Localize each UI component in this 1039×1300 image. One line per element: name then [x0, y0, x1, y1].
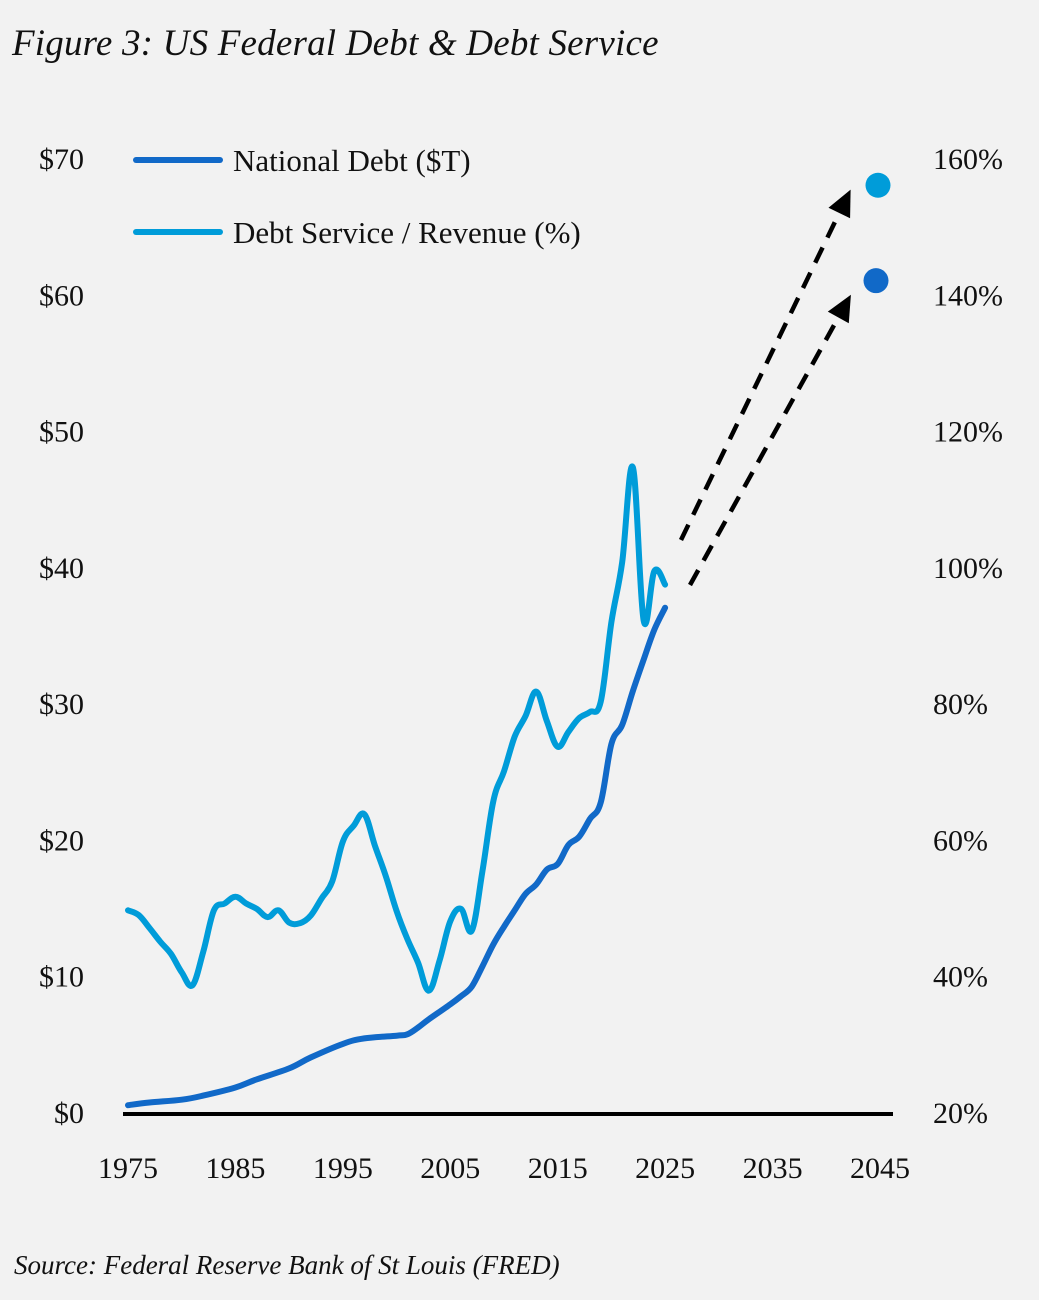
series-layer: [125, 463, 669, 1109]
left-axis-tick-label: $70: [39, 143, 84, 176]
right-axis-tick-label: 40%: [933, 961, 988, 994]
left-axis-tick-label: $0: [54, 1097, 84, 1130]
left-axis-ticks: $0 $10 $20 $30 $40 $50 $60 $70: [39, 143, 84, 1130]
debt-service-line: [125, 463, 669, 994]
right-axis-tick-label: 140%: [933, 279, 1003, 312]
right-axis-tick-label: 80%: [933, 688, 988, 721]
left-axis-tick-label: $20: [39, 824, 84, 857]
national-debt-projection-dot: [863, 268, 889, 294]
left-axis-tick-label: $50: [39, 416, 84, 449]
x-axis-tick-label: 1975: [98, 1152, 158, 1185]
projection-layer: [678, 172, 891, 587]
right-axis-tick-label: 120%: [933, 416, 1003, 449]
legend-label-national-debt: National Debt ($T): [233, 143, 471, 178]
national-debt-projection-arrow: [688, 296, 850, 587]
chart-title: Figure 3: US Federal Debt & Debt Service: [12, 23, 659, 64]
source-note: Source: Federal Reserve Bank of St Louis…: [14, 1250, 560, 1280]
x-axis-ticks: 1975 1985 1995 2005 2015 2025 2035 2045: [98, 1152, 910, 1185]
left-axis-tick-label: $60: [39, 279, 84, 312]
right-axis-tick-label: 160%: [933, 143, 1003, 176]
debt-service-arrowhead: [828, 189, 851, 219]
legend: National Debt ($T) Debt Service / Revenu…: [133, 143, 581, 250]
x-axis-tick-label: 2005: [420, 1152, 480, 1185]
x-axis-tick-label: 2025: [635, 1152, 695, 1185]
x-axis-tick-label: 1995: [313, 1152, 373, 1185]
debt-service-projection-arrow: [678, 191, 851, 541]
x-axis-tick-label: 2035: [743, 1152, 803, 1185]
left-axis-tick-label: $30: [39, 688, 84, 721]
right-axis-tick-label: 100%: [933, 552, 1003, 585]
x-axis-tick-label: 2045: [850, 1152, 910, 1185]
national-debt-arrowhead: [827, 294, 851, 324]
right-axis-ticks: 20% 40% 60% 80% 100% 120% 140% 160%: [933, 143, 1003, 1130]
right-axis-tick-label: 60%: [933, 824, 988, 857]
left-axis-tick-label: $10: [39, 961, 84, 994]
national-debt-line: [125, 604, 669, 1109]
legend-label-debt-service: Debt Service / Revenue (%): [233, 215, 581, 250]
x-axis-tick-label: 2015: [528, 1152, 588, 1185]
right-axis-tick-label: 20%: [933, 1097, 988, 1130]
x-axis-tick-label: 1985: [205, 1152, 265, 1185]
left-axis-tick-label: $40: [39, 552, 84, 585]
debt-service-projection-dot: [865, 172, 891, 198]
